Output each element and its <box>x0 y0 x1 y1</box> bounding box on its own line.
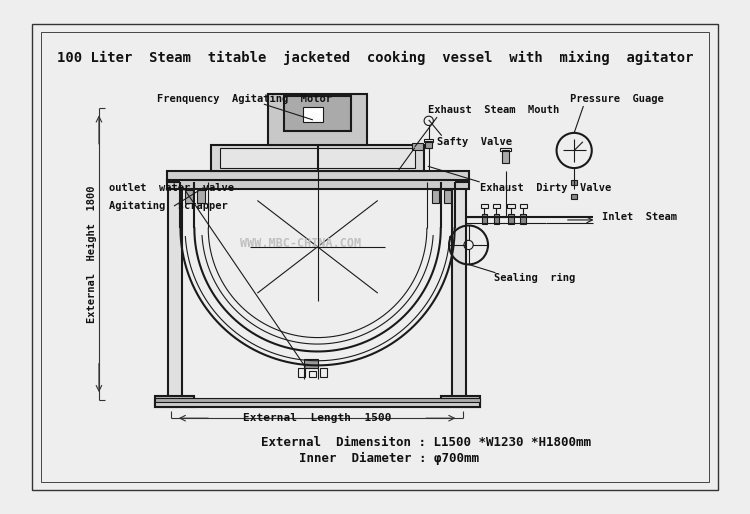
Bar <box>520 204 527 208</box>
Bar <box>441 396 480 407</box>
Bar <box>169 173 182 400</box>
Bar <box>268 94 367 145</box>
Bar <box>572 194 577 198</box>
Text: External  Dimensiton : L1500 *W1230 *H1800mm: External Dimensiton : L1500 *W1230 *H180… <box>261 436 591 449</box>
Text: Agitating  scrapper: Agitating scrapper <box>110 201 228 211</box>
Text: Inlet  Steam: Inlet Steam <box>602 212 677 222</box>
Text: External  Height  1800: External Height 1800 <box>88 186 98 323</box>
Bar <box>412 143 423 150</box>
Bar <box>166 171 469 182</box>
Text: 100 Liter  Steam  titable  jacketed  cooking  vessel  with  mixing  agitator: 100 Liter Steam titable jacketed cooking… <box>57 51 693 65</box>
Bar <box>572 180 577 185</box>
Bar <box>320 368 327 377</box>
Text: Safty  Valve: Safty Valve <box>437 137 512 147</box>
Bar <box>197 190 205 203</box>
Bar <box>185 190 193 203</box>
Bar <box>493 204 500 208</box>
Text: Frenquency  Agitating  Motor: Frenquency Agitating Motor <box>158 94 332 104</box>
Bar <box>508 204 515 208</box>
Bar <box>509 214 514 224</box>
Bar <box>211 145 424 171</box>
Bar <box>482 214 487 224</box>
Bar <box>155 398 480 402</box>
Text: External  Length  1500: External Length 1500 <box>243 413 392 423</box>
Bar <box>298 368 304 377</box>
Bar <box>155 396 194 407</box>
Bar <box>494 214 500 224</box>
Text: Exhaust  Steam  Mouth: Exhaust Steam Mouth <box>427 105 559 115</box>
Bar <box>500 148 512 152</box>
Bar <box>220 148 415 168</box>
Bar <box>309 371 316 377</box>
Bar <box>155 400 480 407</box>
Bar <box>425 141 433 148</box>
Bar <box>481 204 488 208</box>
Bar <box>520 214 526 224</box>
Bar <box>443 190 451 203</box>
Text: WWW.MBC-CHINA.COM: WWW.MBC-CHINA.COM <box>240 236 362 250</box>
Bar <box>502 151 509 163</box>
Bar <box>303 107 323 122</box>
Bar <box>431 190 439 203</box>
Text: Inner  Diameter : φ700mm: Inner Diameter : φ700mm <box>299 451 479 465</box>
Bar <box>452 173 466 400</box>
Text: Pressure  Guage: Pressure Guage <box>569 94 663 104</box>
Bar <box>424 139 433 142</box>
Text: outlet  water  valve: outlet water valve <box>110 182 234 193</box>
Bar <box>304 359 319 368</box>
Text: Exhaust  Dirty  Valve: Exhaust Dirty Valve <box>480 182 611 193</box>
Text: Sealing  ring: Sealing ring <box>494 273 574 283</box>
Bar <box>166 180 469 189</box>
Bar <box>284 96 351 131</box>
